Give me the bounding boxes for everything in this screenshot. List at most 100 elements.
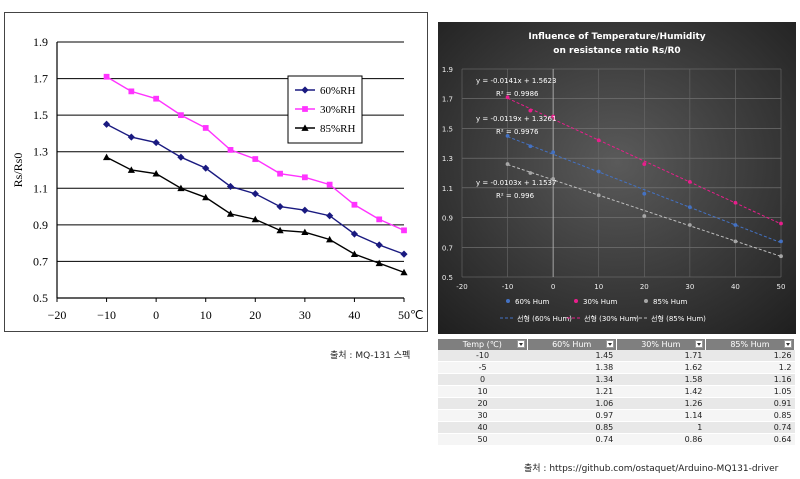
filter-dropdown-icon[interactable]: [605, 340, 614, 348]
table-cell: 1.14: [616, 409, 706, 422]
table-header-cell[interactable]: 60% Hum: [527, 339, 617, 350]
data-point: [202, 193, 210, 201]
table-header-label: Temp (℃): [462, 340, 502, 349]
data-point: [528, 108, 533, 113]
data-point: [127, 166, 135, 173]
x-tick-label: 10: [594, 283, 603, 291]
table-header-cell[interactable]: 85% Hum: [705, 339, 796, 350]
data-point: [551, 150, 556, 155]
data-point: [326, 235, 334, 243]
data-point: [276, 202, 284, 211]
series-60% Hum: [505, 133, 783, 244]
data-point: [733, 239, 738, 244]
table-header-cell[interactable]: 30% Hum: [616, 339, 706, 350]
left-line-chart: 0.5 0.7 0.9 1.1 1.3 1.5 1.7 1.9 −20 −10 0 10 20 30 40 5…: [4, 12, 428, 332]
legend-marker: [574, 299, 578, 303]
table-cell: 1.38: [527, 361, 617, 374]
x-tick-label: 50: [398, 308, 410, 322]
table-row: 50 0.74 0.86 0.64: [438, 433, 795, 446]
table-cell: 0.91: [705, 397, 795, 410]
y-tick-label: 1.9: [33, 35, 48, 49]
data-point: [779, 254, 783, 259]
data-point: [326, 212, 334, 220]
legend-marker: [506, 299, 510, 303]
data-table: Temp (℃) 60% Hum 30% Hum 85% Hum -10 1.45 1.7…: [438, 339, 796, 446]
table-row: 0 1.34 1.58 1.16: [438, 373, 795, 386]
data-point: [528, 171, 533, 175]
table-cell: 1.26: [616, 397, 706, 410]
filter-dropdown-icon[interactable]: [516, 340, 525, 348]
trendline-r2: R² = 0.996: [496, 192, 535, 200]
table-cell: 30: [438, 409, 528, 422]
trendline-equation: y = -0.0141x + 1.5623: [476, 77, 556, 85]
table-cell: 1.34: [527, 373, 617, 386]
data-point: [301, 174, 308, 181]
data-point: [779, 239, 783, 244]
legend-label: 60% Hum: [515, 298, 549, 306]
table-cell: 0.74: [527, 433, 617, 446]
x-tick-label: 30: [685, 283, 694, 291]
table-cell: 0.74: [705, 421, 795, 434]
table-cell: 1.71: [616, 350, 706, 362]
data-point: [687, 223, 692, 227]
y-tick-label: 0.5: [442, 274, 453, 282]
data-point: [202, 125, 209, 131]
x-tick-label: 0: [153, 308, 159, 322]
data-point: [687, 180, 692, 184]
data-point: [252, 156, 259, 162]
x-tick-label: −20: [48, 308, 67, 322]
y-tick-label: 1.9: [442, 66, 453, 74]
filter-dropdown-icon[interactable]: [694, 340, 703, 348]
data-point: [128, 88, 135, 95]
table-cell: 0.64: [705, 433, 795, 446]
data-point: [400, 250, 408, 258]
data-point: [276, 226, 284, 234]
data-point: [401, 227, 407, 234]
data-point: [202, 164, 210, 172]
table-cell: 1.62: [616, 361, 706, 374]
data-point: [551, 114, 556, 119]
legend-marker: [302, 106, 308, 112]
data-point: [642, 191, 647, 196]
table-row: -5 1.38 1.62 1.2: [438, 361, 795, 374]
table-row: 10 1.21 1.42 1.05: [438, 385, 795, 398]
table-header-cell[interactable]: Temp (℃): [438, 339, 528, 350]
series-85%RH: [102, 153, 408, 276]
chart-subtitle: on resistance ratio Rs/R0: [553, 46, 680, 56]
x-tick-label: −10: [97, 308, 116, 322]
table-cell: 10: [438, 385, 528, 398]
table-cell: 0.86: [616, 433, 706, 446]
table-cell: 1.42: [616, 385, 706, 398]
data-point: [177, 153, 185, 161]
table-cell: 0.85: [527, 421, 617, 434]
filter-dropdown-icon[interactable]: [784, 340, 792, 348]
x-tick-label: 50: [777, 283, 786, 291]
x-tick-label: 10: [200, 308, 212, 322]
data-point: [642, 214, 647, 218]
x-tick-label: 40: [348, 308, 360, 322]
table-row: 40 0.85 1 0.74: [438, 421, 795, 434]
data-point: [226, 210, 235, 217]
table-cell: 1.26: [705, 350, 795, 362]
data-point: [103, 73, 110, 80]
table-cell: 20: [438, 397, 528, 410]
right-scatter-chart: Influence of Temperature/Humidity on resi…: [438, 22, 796, 334]
table-cell: 40: [438, 421, 528, 434]
table-cell: 0.97: [527, 409, 617, 422]
table-cell: 1.21: [527, 385, 617, 398]
x-unit-label: ℃: [410, 308, 423, 322]
data-point: [376, 216, 383, 223]
data-point: [127, 133, 135, 141]
data-point: [277, 170, 283, 177]
legend-trendline-label: 선형 (60% Hum): [517, 314, 572, 323]
table-header-label: 85% Hum: [730, 340, 770, 349]
legend-marker: [644, 299, 648, 303]
series-30%RH: [103, 73, 407, 234]
data-point: [505, 162, 510, 166]
table-row: 30 0.97 1.14 0.85: [438, 409, 795, 422]
data-point: [102, 153, 111, 161]
source-caption-left: 출처 : MQ-131 스펙: [330, 351, 411, 361]
table-cell: 1.58: [616, 373, 706, 386]
y-tick-label: 1.5: [442, 125, 453, 133]
data-point: [505, 95, 510, 100]
